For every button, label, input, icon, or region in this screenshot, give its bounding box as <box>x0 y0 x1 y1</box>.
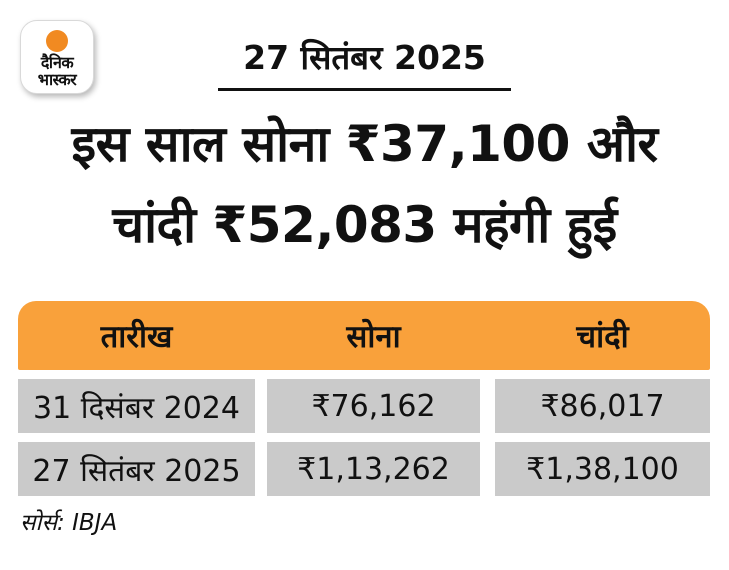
cell-gold-price: ₹76,162 <box>267 379 480 433</box>
source-label: सोर्स: IBJA <box>20 510 118 536</box>
headline-line2: चांदी ₹52,083 महंगी हुई <box>112 196 617 254</box>
sun-icon <box>46 30 68 52</box>
cell-silver-price: ₹86,017 <box>495 379 710 433</box>
header-cell-silver: चांदी <box>576 318 629 355</box>
table-row: 31 दिसंबर 2024 ₹76,162 ₹86,017 <box>18 379 710 433</box>
cell-date: 31 दिसंबर 2024 <box>18 379 255 433</box>
headline: इस साल सोना ₹37,100 और चांदी ₹52,083 महं… <box>0 104 729 266</box>
date-heading: 27 सितंबर 2025 <box>218 36 511 91</box>
brand-name-line2: भास्कर <box>37 70 77 89</box>
table-row: 27 सितंबर 2025 ₹1,13,262 ₹1,38,100 <box>18 442 710 496</box>
cell-date: 27 सितंबर 2025 <box>18 442 255 496</box>
dateline-container: 27 सितंबर 2025 <box>0 36 729 91</box>
header-cell-gold: सोना <box>346 318 401 355</box>
headline-line1: इस साल सोना ₹37,100 और <box>71 115 658 173</box>
price-table: तारीख सोना चांदी 31 दिसंबर 2024 ₹76,162 … <box>18 301 710 496</box>
brand-logo: दैनिक भास्कर <box>20 20 94 94</box>
table-header: तारीख सोना चांदी <box>18 301 710 370</box>
cell-silver-price: ₹1,38,100 <box>495 442 710 496</box>
brand-name-line1: दैनिक <box>40 53 74 72</box>
header-cell-date: तारीख <box>100 318 173 355</box>
cell-gold-price: ₹1,13,262 <box>267 442 480 496</box>
